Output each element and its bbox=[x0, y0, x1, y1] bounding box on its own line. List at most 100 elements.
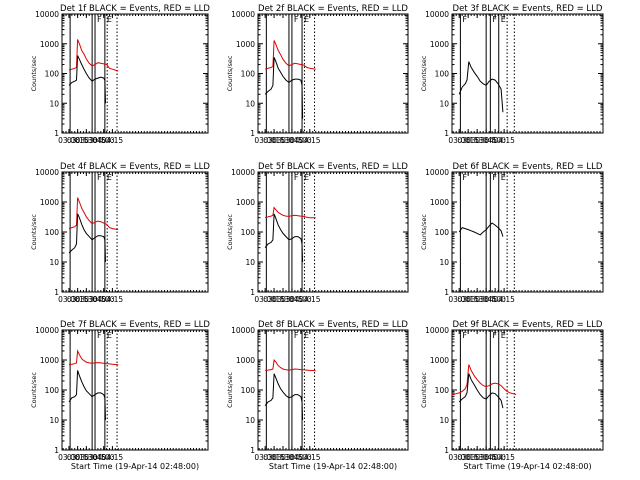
marker-label: E bbox=[107, 331, 112, 340]
y-axis-label: Counts/sec bbox=[30, 55, 38, 91]
lld-line bbox=[68, 39, 119, 72]
panel-title: Det 9f BLACK = Events, RED = LLD bbox=[453, 320, 603, 330]
x-tick-label: 04:15 bbox=[493, 453, 515, 462]
marker-label: F bbox=[294, 331, 299, 340]
x-tick-label: 04:15 bbox=[102, 453, 124, 462]
panel-title: Det 5f BLACK = Events, RED = LLD bbox=[258, 162, 408, 172]
x-tick-label: 03:15 bbox=[67, 295, 89, 304]
x-tick-label: 03:15 bbox=[457, 136, 479, 145]
x-tick-label: 03:00 bbox=[254, 136, 276, 145]
panel-5: Det 5f BLACK = Events, RED = LLD Counts/s… bbox=[226, 162, 409, 304]
y-tick-label: 10000 bbox=[425, 168, 449, 177]
x-tick-label: 03:30 bbox=[272, 136, 294, 145]
y-tick-label: 10 bbox=[49, 258, 59, 267]
marker-label: F bbox=[492, 15, 497, 24]
y-tick-label: 100 bbox=[45, 228, 60, 237]
x-tick-label: 03:00 bbox=[58, 453, 80, 462]
y-tick-label: 1000 bbox=[430, 198, 449, 207]
x-tick-label: 04:15 bbox=[493, 295, 515, 304]
y-tick-label: 1 bbox=[444, 446, 449, 455]
x-tick-label: 03:15 bbox=[67, 136, 89, 145]
x-tick-label: 03:30 bbox=[466, 136, 488, 145]
y-tick-label: 10000 bbox=[35, 10, 59, 19]
y-axis-label: Counts/sec bbox=[226, 372, 234, 408]
y-tick-label: 10 bbox=[439, 258, 449, 267]
panel-1: Det 1f BLACK = Events, RED = LLD Counts/s… bbox=[30, 4, 210, 145]
panel-title: Det 4f BLACK = Events, RED = LLD bbox=[60, 162, 210, 172]
x-tick-label: 03:30 bbox=[76, 136, 98, 145]
x-tick-label: 03:30 bbox=[466, 295, 488, 304]
x-axis-label: Start Time (19-Apr-14 02:48:00) bbox=[71, 462, 199, 471]
x-tick-label: 03:30 bbox=[272, 295, 294, 304]
y-tick-label: 1000 bbox=[430, 40, 449, 49]
y-axis-label: Counts/sec bbox=[420, 55, 428, 91]
x-tick-label: 04:00 bbox=[484, 453, 506, 462]
lld-line bbox=[264, 206, 316, 219]
y-tick-label: 1000 bbox=[40, 198, 59, 207]
y-tick-label: 100 bbox=[45, 386, 60, 395]
lld-line bbox=[68, 349, 119, 366]
panel-title: Det 1f BLACK = Events, RED = LLD bbox=[60, 4, 210, 14]
x-tick-label: 03:45 bbox=[281, 453, 303, 462]
x-tick-label: 03:00 bbox=[58, 136, 80, 145]
panel-3: Det 3f BLACK = Events, RED = LLD Counts/s… bbox=[420, 4, 604, 145]
panel-title: Det 6f BLACK = Events, RED = LLD bbox=[453, 162, 603, 172]
y-tick-label: 100 bbox=[435, 70, 450, 79]
marker-label: F bbox=[462, 15, 467, 24]
x-tick-label: 04:00 bbox=[290, 295, 312, 304]
panel-4: Det 4f BLACK = Events, RED = LLD Counts/s… bbox=[30, 162, 210, 304]
plot-frame bbox=[61, 329, 209, 451]
marker-label: F bbox=[97, 15, 102, 24]
panel-title: Det 3f BLACK = Events, RED = LLD bbox=[453, 4, 603, 14]
x-tick-label: 03:45 bbox=[475, 453, 497, 462]
x-axis-label: Start Time (19-Apr-14 02:48:00) bbox=[463, 462, 591, 471]
y-tick-label: 10000 bbox=[231, 10, 255, 19]
events-line bbox=[68, 55, 106, 104]
plot-frame bbox=[451, 329, 604, 451]
y-tick-label: 1 bbox=[250, 446, 255, 455]
x-tick-label: 03:30 bbox=[76, 453, 98, 462]
panel-title: Det 7f BLACK = Events, RED = LLD bbox=[60, 320, 210, 330]
lld-line bbox=[68, 197, 119, 231]
y-tick-label: 100 bbox=[241, 70, 256, 79]
y-tick-label: 1 bbox=[54, 288, 59, 297]
y-tick-label: 100 bbox=[241, 228, 256, 237]
y-tick-label: 1 bbox=[54, 446, 59, 455]
x-tick-label: 03:15 bbox=[263, 295, 285, 304]
x-tick-label: 03:30 bbox=[76, 295, 98, 304]
y-tick-label: 10000 bbox=[231, 326, 255, 335]
y-tick-label: 1000 bbox=[236, 356, 255, 365]
x-tick-label: 03:30 bbox=[272, 453, 294, 462]
marker-label: E bbox=[501, 15, 506, 24]
marker-label: F bbox=[294, 173, 299, 182]
x-tick-label: 03:45 bbox=[84, 295, 106, 304]
x-tick-label: 03:15 bbox=[67, 453, 89, 462]
panel-8: Det 8f BLACK = Events, RED = LLD Counts/s… bbox=[226, 320, 409, 471]
events-line bbox=[264, 213, 304, 263]
x-tick-label: 03:45 bbox=[475, 136, 497, 145]
plot-frame bbox=[257, 329, 409, 451]
y-tick-label: 10 bbox=[49, 99, 59, 108]
x-tick-label: 03:15 bbox=[457, 295, 479, 304]
events-line bbox=[68, 213, 106, 263]
y-tick-label: 1 bbox=[250, 288, 255, 297]
x-tick-label: 04:00 bbox=[484, 136, 506, 145]
events-line bbox=[458, 61, 504, 113]
y-tick-label: 1000 bbox=[40, 356, 59, 365]
x-tick-label: 04:15 bbox=[493, 136, 515, 145]
x-tick-label: 04:00 bbox=[93, 295, 115, 304]
x-tick-label: 03:45 bbox=[84, 136, 106, 145]
marker-label: E bbox=[304, 173, 309, 182]
x-tick-label: 03:15 bbox=[457, 453, 479, 462]
y-tick-label: 1000 bbox=[236, 40, 255, 49]
y-tick-label: 10000 bbox=[425, 326, 449, 335]
plot-frame bbox=[257, 13, 409, 134]
x-tick-label: 03:45 bbox=[84, 453, 106, 462]
x-tick-label: 03:45 bbox=[475, 295, 497, 304]
y-tick-label: 10000 bbox=[35, 326, 59, 335]
y-tick-label: 10 bbox=[439, 416, 449, 425]
events-line bbox=[458, 373, 504, 409]
y-tick-label: 10 bbox=[439, 99, 449, 108]
x-tick-label: 03:00 bbox=[448, 136, 470, 145]
